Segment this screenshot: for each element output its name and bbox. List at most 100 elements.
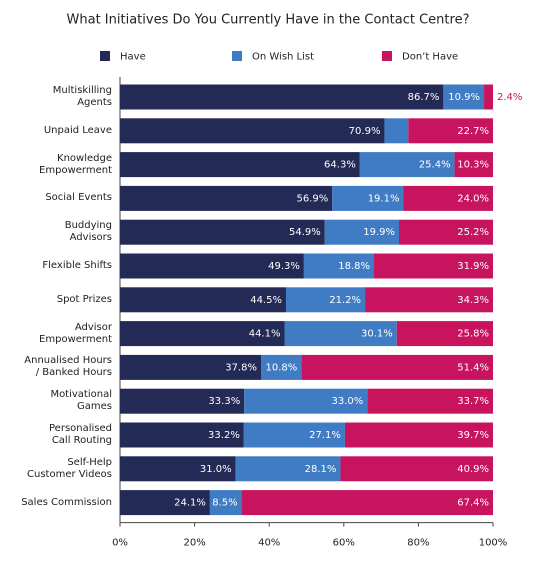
- bar-segment: [285, 287, 366, 313]
- legend-label: Don’t Have: [402, 52, 458, 63]
- value-label: 70.9%: [349, 126, 381, 137]
- bar-segment: [209, 490, 242, 516]
- bar-segment: [484, 84, 493, 110]
- legend-swatch: [382, 51, 392, 61]
- value-label: 19.9%: [363, 227, 395, 238]
- bar-segment: [243, 422, 345, 448]
- bar-segment: [120, 84, 444, 110]
- bar-segment: [403, 185, 493, 211]
- category-label: Unpaid Leave: [43, 124, 112, 136]
- bar-segment: [241, 490, 493, 516]
- value-label: 25.8%: [457, 329, 489, 340]
- value-label: 2.4%: [497, 92, 522, 103]
- bar-segment: [340, 456, 493, 482]
- value-label: 44.5%: [250, 295, 282, 306]
- value-label: 19.1%: [368, 193, 400, 204]
- bar-segment: [367, 388, 493, 414]
- value-label: 31.9%: [457, 261, 489, 272]
- bar-segment: [235, 456, 341, 482]
- x-tick-label: 60%: [333, 538, 355, 549]
- category-label: Buddying Advisors: [64, 220, 112, 244]
- category-label: Knowledge Empowerment: [39, 152, 112, 176]
- bar-segment: [384, 118, 409, 144]
- bar-segment: [359, 152, 455, 178]
- value-label: 64.3%: [324, 160, 356, 171]
- value-label: 39.7%: [457, 430, 489, 441]
- bar-segment: [443, 84, 485, 110]
- value-label: 25.4%: [419, 160, 451, 171]
- bar-segment: [120, 490, 210, 516]
- bar-segment: [454, 152, 493, 178]
- value-label: 8.5%: [212, 498, 237, 509]
- value-label: 33.2%: [208, 430, 240, 441]
- value-label: 33.3%: [208, 396, 240, 407]
- x-tick-label: 0%: [112, 538, 128, 549]
- value-label: 30.1%: [361, 329, 393, 340]
- category-label: Social Events: [45, 192, 112, 204]
- bar-segment: [120, 388, 245, 414]
- value-label: 51.4%: [457, 362, 489, 373]
- bar-segment: [120, 152, 360, 178]
- category-label: Flexible Shifts: [42, 260, 112, 271]
- bar-segment: [120, 185, 333, 211]
- value-label: 86.7%: [408, 92, 440, 103]
- bar-segment: [365, 287, 493, 313]
- value-label: 25.2%: [457, 227, 489, 238]
- bar-segment: [120, 287, 286, 313]
- value-label: 34.3%: [457, 295, 489, 306]
- value-label: 37.8%: [225, 362, 257, 373]
- x-tick-label: 20%: [183, 538, 205, 549]
- bar-segment: [374, 253, 493, 279]
- legend-label: On Wish List: [252, 52, 314, 63]
- x-tick-label: 40%: [258, 538, 280, 549]
- bar-segment: [332, 185, 404, 211]
- bar-segment: [303, 253, 375, 279]
- value-label: 10.3%: [457, 160, 489, 171]
- bar-segment: [260, 354, 302, 380]
- bar-segment: [396, 321, 493, 347]
- bar-segment: [120, 219, 325, 245]
- bar-segment: [120, 118, 385, 144]
- value-label: 10.9%: [448, 92, 480, 103]
- bar-segment: [408, 118, 493, 144]
- bar-segment: [120, 422, 244, 448]
- bar-segment: [120, 354, 261, 380]
- category-label: Annualised Hours / Banked Hours: [24, 355, 112, 379]
- category-label: Personalised Call Routing: [49, 423, 112, 446]
- value-label: 33.7%: [457, 396, 489, 407]
- category-label: Multiskilling Agents: [52, 85, 112, 108]
- value-label: 21.2%: [329, 295, 361, 306]
- chart-title: What Initiatives Do You Currently Have i…: [67, 13, 470, 28]
- bar-segment: [120, 253, 304, 279]
- category-label: Motivational Games: [50, 389, 112, 413]
- value-label: 56.9%: [296, 193, 328, 204]
- bar-segment: [344, 422, 493, 448]
- legend-label: Have: [120, 52, 146, 63]
- legend-swatch: [232, 51, 242, 61]
- value-label: 24.1%: [174, 498, 206, 509]
- value-label: 54.9%: [289, 227, 321, 238]
- value-label: 31.0%: [200, 464, 232, 475]
- bar-segment: [324, 219, 400, 245]
- bar-segment: [120, 321, 285, 347]
- category-label: Self-Help Customer Videos: [27, 456, 112, 480]
- value-label: 49.3%: [268, 261, 300, 272]
- x-tick-label: 100%: [479, 538, 508, 549]
- bar-segment: [244, 388, 368, 414]
- value-label: 67.4%: [457, 498, 489, 509]
- bar-segment: [301, 354, 493, 380]
- x-tick-label: 80%: [407, 538, 429, 549]
- value-label: 33.0%: [332, 396, 364, 407]
- bar-segment: [284, 321, 397, 347]
- bar-segment: [120, 456, 236, 482]
- value-label: 10.8%: [265, 362, 297, 373]
- value-label: 18.8%: [338, 261, 370, 272]
- bar-segment: [399, 219, 493, 245]
- value-label: 44.1%: [249, 329, 281, 340]
- value-label: 28.1%: [305, 464, 337, 475]
- legend-swatch: [100, 51, 110, 61]
- value-label: 27.1%: [309, 430, 341, 441]
- value-label: 24.0%: [457, 193, 489, 204]
